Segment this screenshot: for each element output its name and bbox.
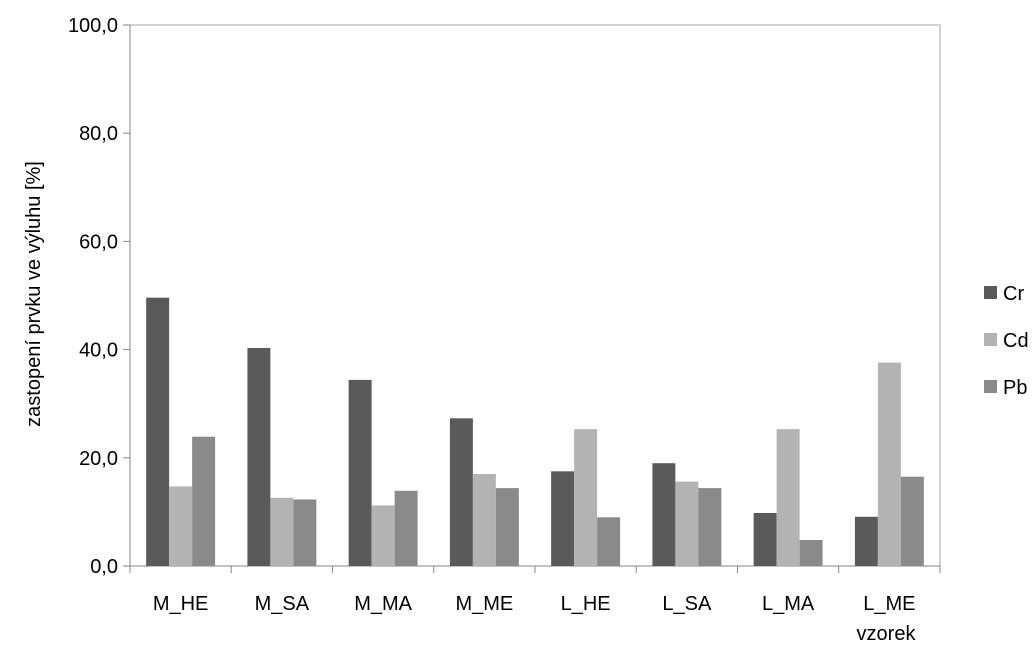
- legend-label-pb: Pb: [1003, 377, 1027, 399]
- bar-cr-l_me: [854, 516, 878, 566]
- bar-cr-m_sa: [247, 347, 271, 566]
- bar-pb-m_he: [192, 436, 216, 566]
- bar-cd-l_sa: [675, 481, 699, 566]
- y-tick-label: 60,0: [79, 231, 118, 253]
- y-tick-label: 0,0: [90, 556, 118, 578]
- x-tick-label: L_MA: [762, 593, 815, 615]
- bar-pb-m_sa: [293, 499, 317, 566]
- x-tick-label: L_HE: [561, 593, 611, 615]
- bar-cr-l_he: [551, 471, 575, 566]
- legend-swatch-cd: [984, 333, 997, 346]
- x-tick-label: M_HE: [153, 593, 209, 615]
- legend-swatch-cr: [984, 286, 997, 299]
- bar-cr-m_he: [146, 297, 170, 566]
- x-tick-label: M_ME: [455, 593, 513, 615]
- bar-cd-m_ma: [371, 505, 395, 566]
- bar-pb-l_me: [900, 476, 924, 566]
- bar-cr-m_ma: [348, 379, 372, 566]
- bar-pb-l_ma: [799, 540, 823, 566]
- y-axis-title: zastopení prvku ve výluhu [%]: [23, 161, 45, 427]
- bar-cd-m_he: [169, 486, 193, 566]
- bars-group: [146, 297, 924, 566]
- bar-cd-m_sa: [270, 497, 294, 566]
- bar-pb-m_me: [495, 488, 519, 566]
- y-tick-label: 100,0: [68, 15, 118, 37]
- bar-cr-m_me: [449, 418, 473, 566]
- bar-cd-l_ma: [776, 429, 800, 566]
- x-tick-label: M_SA: [255, 593, 310, 615]
- bar-pb-l_he: [597, 517, 621, 566]
- bar-cd-l_me: [877, 362, 901, 566]
- bar-cd-l_he: [574, 429, 598, 566]
- bar-pb-m_ma: [394, 490, 418, 566]
- legend-label-cd: Cd: [1003, 330, 1029, 352]
- y-tick-label: 20,0: [79, 448, 118, 470]
- legend-swatch-pb: [984, 380, 997, 393]
- x-axis: M_HE M_SA M_MA M_ME L_HE L_SA L_MA L_ME: [129, 566, 941, 615]
- legend: Cr Cd Pb: [984, 283, 1029, 399]
- y-tick-label: 40,0: [79, 340, 118, 362]
- x-tick-label: L_ME: [863, 593, 915, 615]
- legend-label-cr: Cr: [1003, 283, 1024, 305]
- bar-cr-l_sa: [652, 463, 676, 566]
- x-tick-label: L_SA: [662, 593, 712, 615]
- y-tick-label: 80,0: [79, 123, 118, 145]
- x-tick-label: M_MA: [354, 593, 412, 615]
- y-axis: 0,0 20,0 40,0 60,0 80,0 100,0: [68, 15, 130, 578]
- bar-cd-m_me: [472, 474, 496, 566]
- bar-pb-l_sa: [698, 488, 722, 566]
- x-axis-title: vzorek: [857, 623, 917, 645]
- bar-cr-l_ma: [753, 512, 777, 566]
